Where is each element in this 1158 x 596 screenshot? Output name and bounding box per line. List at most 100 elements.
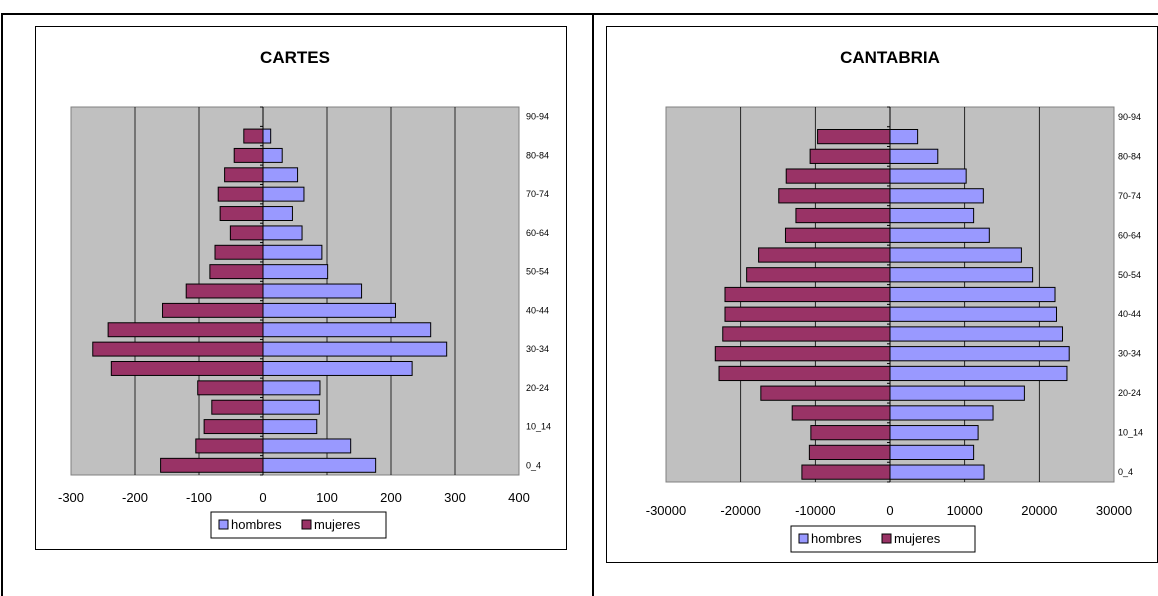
column-divider bbox=[592, 13, 594, 596]
category-label: 10_14 bbox=[526, 422, 551, 432]
bar-hombres-15_19 bbox=[262, 399, 320, 415]
bar-mujeres-25-29 bbox=[718, 365, 891, 382]
bar-hombres-80-84 bbox=[262, 147, 283, 163]
x-tick-label: 100 bbox=[316, 490, 338, 505]
bar-mujeres-40-44 bbox=[724, 306, 891, 322]
bar-mujeres-55-59 bbox=[214, 244, 264, 260]
category-label: 90-94 bbox=[526, 112, 549, 122]
bar-hombres-65-69 bbox=[262, 206, 293, 221]
category-label: 0_4 bbox=[526, 460, 541, 470]
legend-swatch-hombres bbox=[218, 519, 229, 530]
chart-title: CARTES bbox=[260, 48, 330, 67]
bar-hombres-40-44 bbox=[889, 306, 1058, 322]
legend-label-mujeres: mujeres bbox=[894, 531, 941, 546]
bar-mujeres-45-49 bbox=[185, 283, 264, 299]
bar-mujeres-30-34 bbox=[714, 346, 891, 362]
x-tick-label: 20000 bbox=[1021, 503, 1057, 518]
bar-hombres-30-34 bbox=[889, 346, 1070, 362]
bar-hombres-5_9 bbox=[889, 444, 975, 460]
bar-mujeres-85-89 bbox=[817, 129, 891, 145]
category-label: 60-64 bbox=[526, 228, 549, 238]
bar-mujeres-75-79 bbox=[785, 168, 891, 184]
bar-hombres-50-54 bbox=[262, 264, 329, 280]
legend-swatch-hombres bbox=[798, 533, 809, 544]
bar-mujeres-15_19 bbox=[791, 405, 891, 421]
category-label: 60-64 bbox=[1118, 230, 1141, 240]
x-tick-label: -10000 bbox=[795, 503, 835, 518]
bar-hombres-60-64 bbox=[262, 225, 303, 241]
bar-hombres-50-54 bbox=[889, 267, 1034, 283]
bar-mujeres-55-59 bbox=[758, 247, 891, 263]
bar-hombres-65-69 bbox=[889, 207, 975, 224]
category-label: 30-34 bbox=[1118, 349, 1141, 359]
category-label: 90-94 bbox=[1118, 112, 1141, 122]
category-label: 20-24 bbox=[526, 383, 549, 393]
bar-hombres-20-24 bbox=[889, 385, 1025, 401]
bar-hombres-80-84 bbox=[889, 148, 939, 164]
category-label: 30-34 bbox=[526, 344, 549, 354]
bar-mujeres-65-69 bbox=[219, 206, 264, 221]
bar-mujeres-0_4 bbox=[801, 464, 891, 480]
bar-mujeres-35-39 bbox=[722, 326, 891, 342]
bar-mujeres-20-24 bbox=[760, 385, 891, 401]
bar-mujeres-85-89 bbox=[243, 128, 264, 144]
bar-hombres-15_19 bbox=[889, 405, 994, 421]
x-tick-label: -30000 bbox=[646, 503, 686, 518]
legend-swatch-mujeres bbox=[301, 519, 312, 530]
bar-mujeres-75-79 bbox=[224, 167, 264, 183]
bar-mujeres-80-84 bbox=[809, 148, 891, 164]
category-label: 50-54 bbox=[526, 267, 549, 277]
bar-hombres-25-29 bbox=[889, 365, 1068, 382]
chart-title: CANTABRIA bbox=[840, 48, 940, 67]
legend-swatch-mujeres bbox=[881, 533, 892, 544]
legend-box bbox=[210, 511, 387, 539]
bar-mujeres-65-69 bbox=[795, 207, 891, 224]
x-tick-label: 400 bbox=[508, 490, 530, 505]
bar-mujeres-10_14 bbox=[203, 419, 264, 435]
bar-hombres-35-39 bbox=[889, 326, 1063, 342]
bar-mujeres-70-74 bbox=[217, 186, 264, 202]
bar-mujeres-20-24 bbox=[197, 380, 264, 396]
bar-hombres-70-74 bbox=[262, 186, 305, 202]
category-label: 0_4 bbox=[1118, 467, 1133, 477]
x-tick-label: -300 bbox=[58, 490, 84, 505]
bar-hombres-35-39 bbox=[262, 322, 432, 338]
bar-hombres-0_4 bbox=[889, 464, 985, 480]
bar-hombres-45-49 bbox=[262, 283, 363, 299]
bar-mujeres-35-39 bbox=[107, 322, 264, 338]
bar-mujeres-45-49 bbox=[724, 286, 891, 303]
category-label: 20-24 bbox=[1118, 388, 1141, 398]
category-label: 10_14 bbox=[1118, 428, 1143, 438]
bar-hombres-75-79 bbox=[262, 167, 299, 183]
bar-hombres-60-64 bbox=[889, 227, 990, 243]
bar-hombres-85-89 bbox=[889, 129, 919, 145]
bar-hombres-20-24 bbox=[262, 380, 321, 396]
chart-cantabria-svg: CANTABRIA 0_4 10_14 20-24 30-34 40-44 50-54 60-… bbox=[646, 48, 1143, 553]
bar-hombres-25-29 bbox=[262, 361, 413, 376]
bar-hombres-55-59 bbox=[262, 244, 323, 260]
category-label: 80-84 bbox=[1118, 151, 1141, 161]
bar-mujeres-5_9 bbox=[195, 438, 264, 454]
bar-hombres-5_9 bbox=[262, 438, 352, 454]
bar-mujeres-80-84 bbox=[233, 147, 264, 163]
bar-hombres-30-34 bbox=[262, 341, 448, 357]
bar-hombres-70-74 bbox=[889, 188, 984, 204]
chart-cartes: CARTES 0_4 10_14 20-24 30-34 40-44 50-54 60-64 7… bbox=[35, 26, 567, 550]
outer-frame bbox=[1, 13, 1158, 596]
bar-mujeres-15_19 bbox=[211, 399, 264, 415]
bar-hombres-0_4 bbox=[262, 457, 377, 473]
bar-hombres-45-49 bbox=[889, 286, 1056, 303]
bar-mujeres-10_14 bbox=[810, 425, 891, 441]
x-tick-label: -100 bbox=[186, 490, 212, 505]
bar-mujeres-30-34 bbox=[92, 341, 264, 357]
category-label: 50-54 bbox=[1118, 270, 1141, 280]
x-tick-label: 200 bbox=[380, 490, 402, 505]
category-label: 40-44 bbox=[1118, 309, 1141, 319]
bar-hombres-10_14 bbox=[262, 419, 318, 435]
bar-mujeres-70-74 bbox=[778, 188, 891, 204]
chart-cantabria: CANTABRIA 0_4 10_14 20-24 30-34 40-44 50-54 60-… bbox=[606, 26, 1158, 563]
x-tick-label: -200 bbox=[122, 490, 148, 505]
category-label: 70-74 bbox=[1118, 191, 1141, 201]
legend-label-hombres: hombres bbox=[231, 517, 282, 532]
x-tick-label: 300 bbox=[444, 490, 466, 505]
